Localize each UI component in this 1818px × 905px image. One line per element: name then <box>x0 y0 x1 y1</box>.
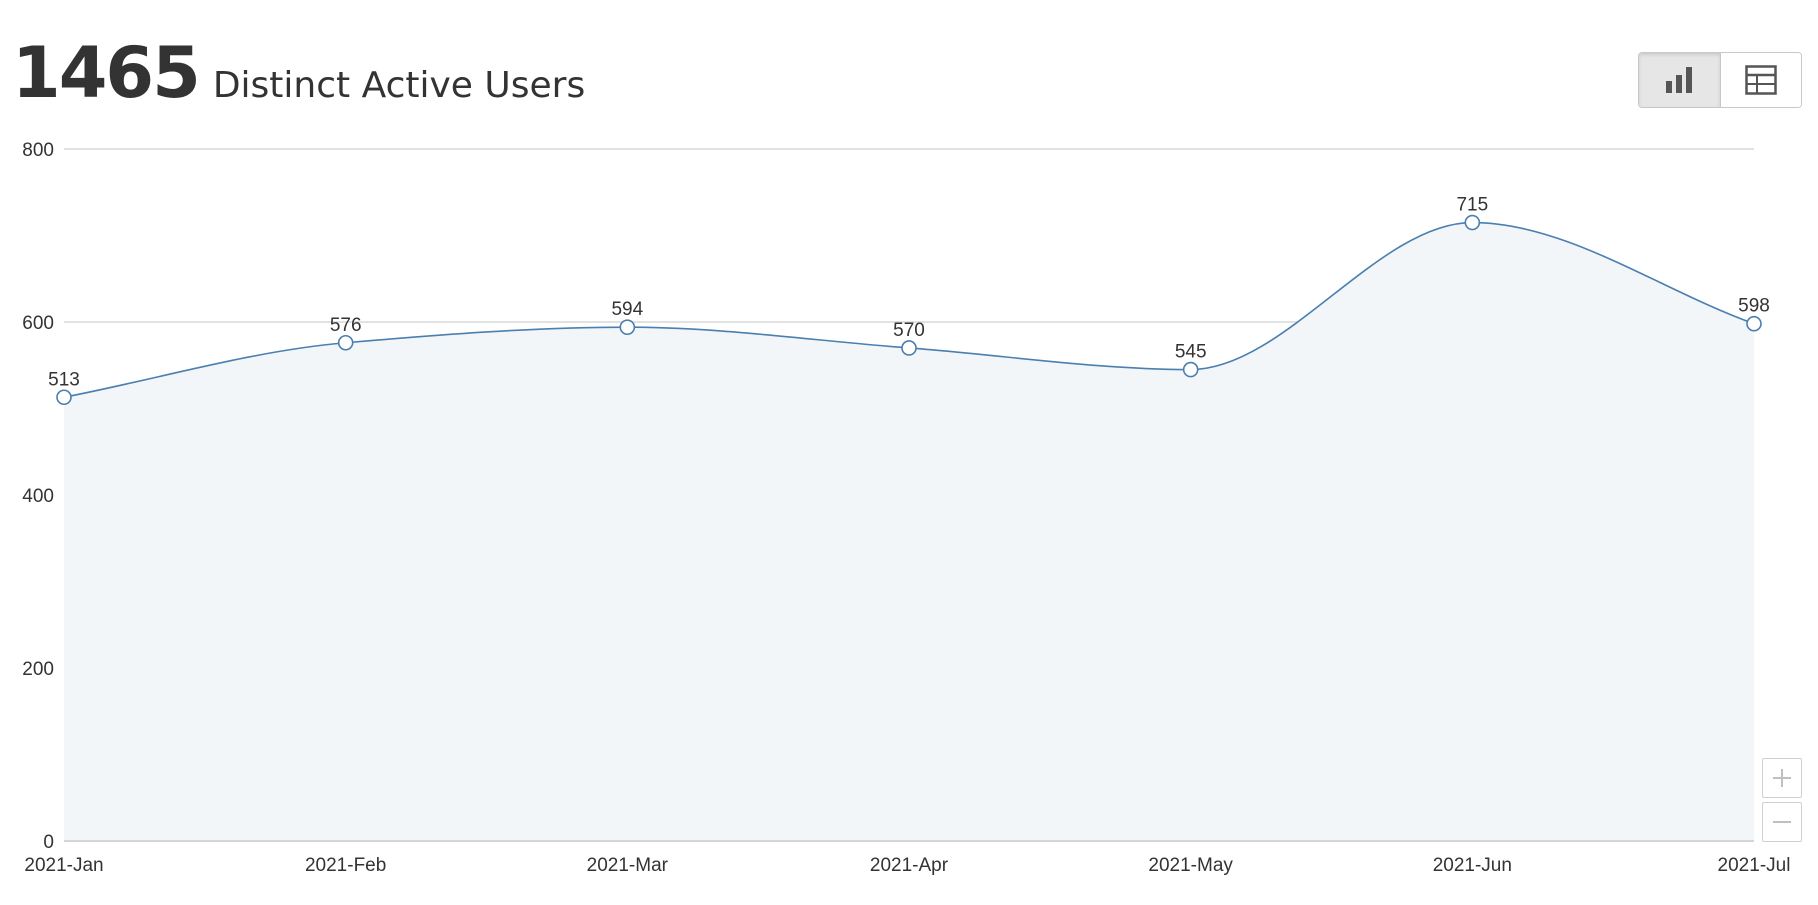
data-label: 598 <box>1738 296 1770 317</box>
x-tick-label: 2021-Jun <box>1433 855 1512 876</box>
x-tick-label: 2021-Jan <box>24 855 103 876</box>
data-point[interactable] <box>1182 361 1199 378</box>
data-label: 545 <box>1175 342 1207 363</box>
data-point[interactable] <box>56 389 72 406</box>
data-label: 715 <box>1456 195 1488 216</box>
data-label: 513 <box>48 369 80 390</box>
x-tick-label: 2021-May <box>1148 855 1233 876</box>
zoom-in-button[interactable] <box>1762 758 1802 798</box>
area-fill-path <box>64 222 1754 841</box>
data-point[interactable] <box>1464 214 1481 231</box>
minus-icon <box>1773 821 1791 823</box>
metric-label: Distinct Active Users <box>212 65 586 106</box>
data-labels: 513 576 594 570 545 715 598 <box>48 195 1770 391</box>
bar-chart-icon <box>1666 67 1693 93</box>
metric-value: 1465 <box>12 32 201 114</box>
y-tick-label: 400 <box>22 486 54 507</box>
view-toggle <box>1638 52 1802 108</box>
y-tick-label: 800 <box>22 140 54 161</box>
x-tick-label: 2021-Feb <box>305 855 386 876</box>
data-label: 570 <box>893 320 925 341</box>
data-label: 576 <box>330 315 362 336</box>
x-tick-label: 2021-Mar <box>587 855 669 876</box>
data-point[interactable] <box>619 319 636 335</box>
x-tick-label: 2021-Jul <box>1718 855 1791 876</box>
table-view-button[interactable] <box>1719 53 1801 107</box>
table-icon <box>1745 65 1777 95</box>
data-points[interactable] <box>56 214 1762 406</box>
plus-icon <box>1773 769 1791 787</box>
x-tick-label: 2021-Apr <box>870 855 949 876</box>
y-tick-label: 600 <box>22 313 54 334</box>
data-point[interactable] <box>337 334 354 351</box>
y-tick-label: 0 <box>43 832 54 853</box>
data-label: 594 <box>611 299 643 320</box>
axes: 0 200 400 600 800 2021-Jan 2021-Feb 2021-Mar 202… <box>22 140 1790 876</box>
data-point[interactable] <box>1746 315 1762 332</box>
metric-header: 1465 Distinct Active Users <box>12 38 585 108</box>
data-point[interactable] <box>901 340 917 356</box>
zoom-out-button[interactable] <box>1762 802 1802 842</box>
area-fill <box>64 222 1754 841</box>
chart-view-button[interactable] <box>1639 53 1720 107</box>
y-tick-label: 200 <box>22 659 54 680</box>
